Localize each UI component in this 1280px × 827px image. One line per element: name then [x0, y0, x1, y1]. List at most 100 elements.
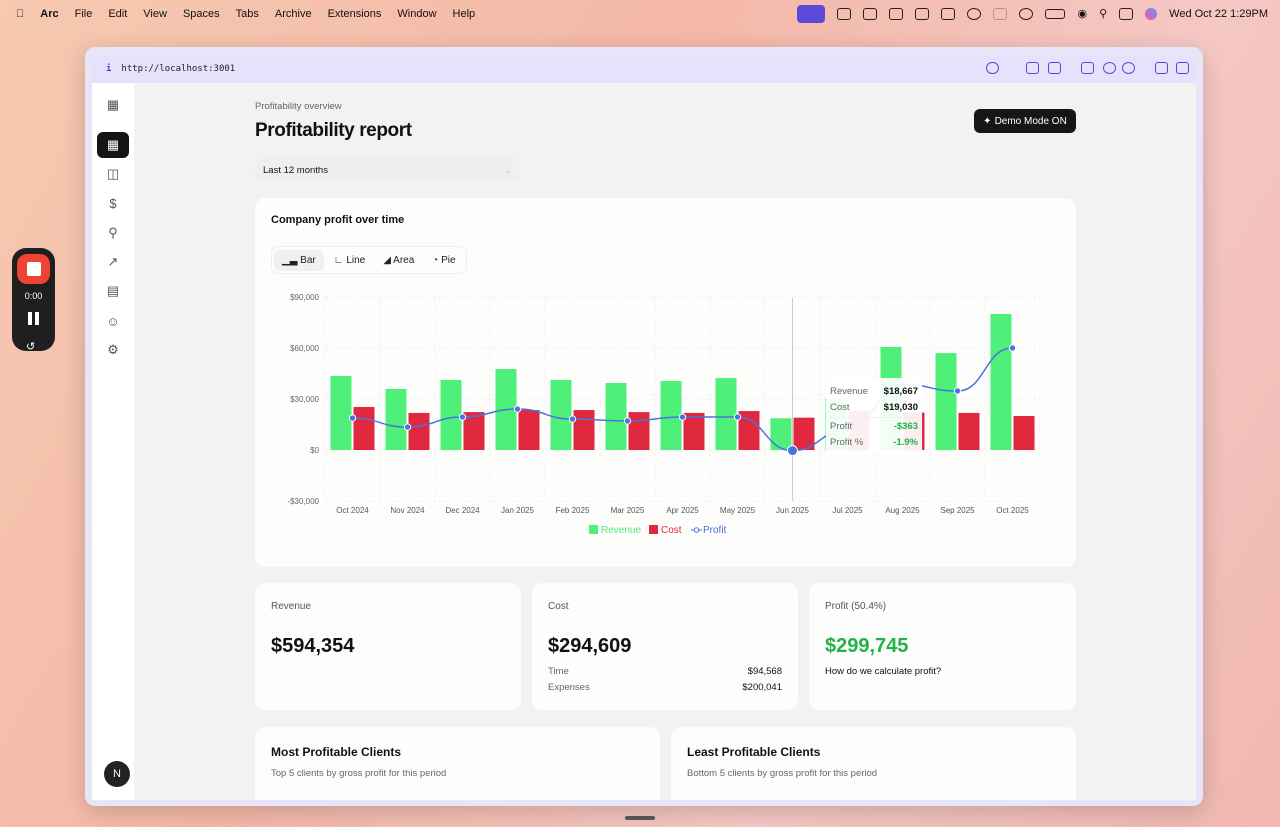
menu-file[interactable]: File [66, 7, 93, 20]
profit-point [953, 387, 962, 395]
menubar-tray: ◉ ⚲ Wed Oct 22 1:29PM [797, 0, 1268, 27]
split-view-icon[interactable] [1176, 62, 1189, 74]
x-tick-label: Jan 2025 [501, 506, 534, 515]
tooltip-label: Cost [830, 402, 850, 413]
sidebar-item-trends[interactable]: ↗ [107, 254, 119, 269]
clock[interactable]: Wed Oct 22 1:29PM [1169, 7, 1268, 20]
revenue-bar [990, 314, 1012, 450]
address-bar[interactable]: i http://localhost:3001 [92, 55, 1196, 83]
sidebar-item-billing[interactable]: $ [109, 195, 117, 211]
camera-icon[interactable] [1048, 62, 1061, 74]
menu-app[interactable]: Arc [32, 7, 58, 20]
profit-calc-link[interactable]: How do we calculate profit? [825, 666, 942, 677]
sidebar-item-users[interactable]: ☺ [106, 313, 120, 329]
recording-time: 0:00 [24, 291, 43, 301]
profit-point [678, 413, 687, 421]
x-tick-label: Apr 2025 [666, 506, 699, 515]
menu-edit[interactable]: Edit [100, 7, 127, 20]
sidebar-item-documents[interactable]: ▤ [106, 283, 120, 298]
menu-archive[interactable]: Archive [266, 7, 312, 20]
revenue-bar [385, 388, 407, 450]
demo-mode-button[interactable]: ✦ Demo Mode ON [974, 109, 1076, 133]
profit-point [458, 413, 467, 421]
tooltip-value: $18,667 [883, 386, 918, 397]
pause-button[interactable] [28, 312, 39, 325]
x-tick-label: Nov 2024 [390, 506, 425, 515]
tab-line[interactable]: ∟ Line [333, 254, 366, 266]
y-tick-label: -$30,000 [287, 497, 319, 506]
apple-icon[interactable]:  [16, 8, 24, 20]
cost-bar [738, 411, 760, 450]
stats-icon[interactable] [863, 7, 878, 20]
chart-type-tabs: ▁▃ Bar ∟ Line ◢ Area ◔ Pie [271, 246, 467, 274]
profit-chart[interactable]: $90,000 $60,000 $30,000 $0 -$30,000 Oct 2024 N… [255, 198, 1076, 567]
revenue-bar [330, 376, 352, 450]
sparkle-icon: ✦ [983, 115, 992, 127]
tab-bar[interactable]: ▁▃ Bar [274, 249, 324, 271]
info-icon[interactable]: i [106, 64, 112, 74]
screen-record-icon[interactable] [797, 4, 826, 23]
cost-bar [628, 412, 650, 450]
battery-icon[interactable] [1045, 8, 1066, 19]
search-icon[interactable]: ⚲ [1099, 8, 1108, 20]
window-handle[interactable] [625, 816, 655, 820]
stop-button[interactable] [17, 254, 50, 284]
tray-app-icon[interactable] [837, 7, 852, 20]
sidebar-tray-icon[interactable] [993, 7, 1008, 20]
revenue-card: Revenue $594,354 [255, 583, 521, 710]
main-content: Profitability overview Profitability rep… [134, 83, 1196, 800]
bar-chart-icon: ▁▃ [282, 254, 298, 266]
tab-area[interactable]: ◢ Area [383, 254, 415, 266]
breadcrumb[interactable]: Profitability overview [255, 101, 342, 112]
calendar-icon[interactable] [915, 7, 930, 20]
demo-mode-label: Demo Mode ON [994, 115, 1067, 127]
globe-icon[interactable] [1103, 62, 1116, 74]
x-tick-label: May 2025 [720, 506, 756, 515]
cube-icon[interactable] [889, 7, 904, 20]
restart-icon[interactable]: ↺ [26, 341, 36, 353]
menu-window[interactable]: Window [389, 7, 436, 20]
sidebar-item-settings[interactable]: ⚙ [107, 342, 119, 357]
period-select[interactable]: Last 12 months ⌄ [255, 158, 519, 182]
legend-label: Cost [661, 525, 682, 536]
wifi-icon[interactable]: ◉ [1077, 8, 1088, 20]
expenses-value: $200,041 [742, 682, 782, 693]
most-profitable-subtitle: Top 5 clients by gross profit for this p… [271, 768, 447, 779]
expenses-label: Expenses [548, 682, 590, 693]
openai-icon[interactable] [967, 7, 982, 20]
target-icon[interactable] [1122, 62, 1135, 74]
control-center-icon[interactable] [1119, 7, 1134, 20]
sidebar-item-projects[interactable]: ◫ [106, 166, 120, 181]
building-logo-icon[interactable]: ▦ [106, 97, 120, 112]
legend-swatch [649, 525, 658, 534]
link-icon[interactable] [986, 62, 999, 74]
extensions-icon[interactable] [1155, 62, 1168, 74]
menu-help[interactable]: Help [444, 7, 476, 20]
x-tick-label: Jun 2025 [776, 506, 809, 515]
x-tick-label: Jul 2025 [832, 506, 863, 515]
capture-icon[interactable] [1026, 62, 1039, 74]
cost-bar [683, 412, 705, 450]
tooltip-value: $19,030 [883, 402, 918, 413]
tooltip-label: Revenue [830, 386, 869, 397]
x-tick-label: Aug 2025 [885, 506, 920, 515]
notion-icon[interactable] [941, 7, 956, 20]
profit-point [733, 413, 742, 421]
time-machine-icon[interactable] [1019, 7, 1034, 20]
terminal-icon[interactable] [1081, 62, 1094, 74]
revenue-bar [550, 379, 572, 450]
sidebar-item-dashboard[interactable]: ▦ [97, 132, 129, 158]
x-tick-label: Mar 2025 [611, 506, 645, 515]
cost-bar [353, 406, 375, 450]
menu-spaces[interactable]: Spaces [174, 7, 220, 20]
url[interactable]: http://localhost:3001 [121, 64, 236, 74]
avatar[interactable]: N [104, 761, 130, 787]
tab-pie[interactable]: ◔ Pie [432, 254, 456, 266]
menu-view[interactable]: View [135, 7, 167, 20]
siri-icon[interactable] [1145, 7, 1158, 20]
profit-point [348, 414, 357, 422]
menu-tabs[interactable]: Tabs [227, 7, 259, 20]
revenue-bar [935, 353, 957, 450]
menu-extensions[interactable]: Extensions [319, 7, 382, 20]
sidebar-item-search[interactable]: ⚲ [108, 225, 118, 240]
